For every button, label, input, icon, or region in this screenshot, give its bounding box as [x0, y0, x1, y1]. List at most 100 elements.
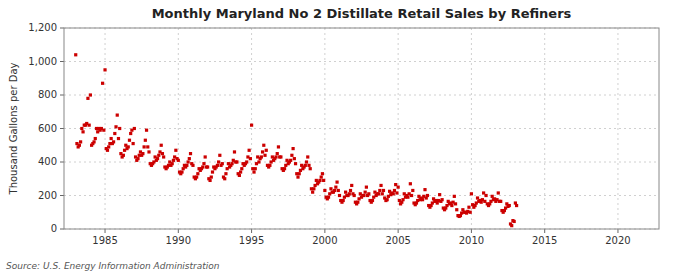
point	[186, 160, 189, 163]
point	[276, 152, 279, 155]
point	[127, 145, 130, 148]
point	[92, 140, 95, 143]
point	[338, 194, 341, 197]
point	[230, 162, 233, 165]
tick-mark	[398, 229, 399, 233]
point	[497, 191, 500, 194]
point	[515, 204, 518, 207]
points	[74, 53, 518, 227]
chart: 02004006008001,0001,20019851990199520002…	[0, 0, 675, 275]
point	[133, 127, 136, 130]
point	[118, 127, 121, 130]
point	[453, 195, 456, 198]
grid-line	[617, 28, 618, 229]
tick-mark	[324, 229, 325, 233]
point	[235, 160, 238, 163]
grid-line	[544, 28, 545, 229]
point	[298, 172, 301, 175]
grid-line	[64, 128, 659, 129]
point	[322, 179, 325, 182]
point	[101, 82, 104, 85]
tick-mark	[60, 95, 64, 96]
point	[80, 127, 83, 130]
tick-label: 200	[38, 190, 57, 201]
tick-label: 2005	[385, 235, 410, 246]
point	[257, 160, 260, 163]
grid	[64, 28, 659, 229]
plot-area	[64, 28, 659, 229]
point	[94, 137, 97, 140]
tick-mark	[60, 229, 64, 230]
point	[245, 160, 248, 163]
point	[277, 145, 280, 148]
point	[132, 142, 135, 145]
point	[89, 93, 92, 96]
tick-mark	[544, 229, 545, 233]
point	[195, 175, 198, 178]
point	[274, 155, 277, 158]
grid-line	[251, 28, 252, 229]
tick-mark	[60, 195, 64, 196]
point	[238, 174, 241, 177]
grid-line	[64, 95, 659, 96]
tick-mark	[105, 229, 106, 233]
point	[211, 170, 214, 173]
point	[191, 164, 194, 167]
point	[201, 165, 204, 168]
point	[513, 220, 516, 223]
point	[117, 137, 120, 140]
tick-label: 2020	[605, 235, 630, 246]
point	[122, 154, 125, 157]
point	[146, 145, 149, 148]
point	[455, 208, 458, 211]
point	[320, 175, 323, 178]
point	[143, 145, 146, 148]
point	[145, 129, 148, 132]
point	[410, 194, 413, 197]
title: Monthly Maryland No 2 Distillate Retail …	[152, 6, 572, 21]
tick-label: 2010	[459, 235, 484, 246]
tick-mark	[471, 229, 472, 233]
point	[136, 157, 139, 160]
tick-label: 0	[51, 223, 57, 234]
point	[344, 191, 347, 194]
tick-mark	[60, 28, 64, 29]
point	[421, 198, 424, 201]
point	[342, 199, 345, 202]
axis-label: Thousand Gallons per Day	[8, 62, 19, 195]
point	[180, 170, 183, 173]
grid-line	[398, 28, 399, 229]
point	[147, 150, 150, 153]
point	[362, 194, 365, 197]
point	[217, 160, 220, 163]
point	[311, 191, 314, 194]
grid-line	[178, 28, 179, 229]
point	[426, 194, 429, 197]
point	[312, 187, 315, 190]
point	[294, 162, 297, 165]
tick-label: 2000	[312, 235, 337, 246]
point	[469, 211, 472, 214]
point	[321, 172, 324, 175]
point	[309, 167, 312, 170]
point	[484, 194, 487, 197]
tick-label: 400	[38, 156, 57, 167]
point	[223, 177, 226, 180]
point	[240, 167, 243, 170]
point	[306, 155, 309, 158]
point	[157, 154, 160, 157]
point	[350, 184, 353, 187]
point	[356, 201, 359, 204]
tick-mark	[60, 162, 64, 163]
point	[335, 181, 338, 184]
point	[349, 189, 352, 192]
point	[79, 140, 82, 143]
tick-label: 1985	[92, 235, 117, 246]
point	[156, 157, 159, 160]
point	[161, 152, 164, 155]
point	[128, 139, 131, 142]
plot-frame	[64, 28, 659, 229]
tick-label: 1,000	[28, 56, 57, 67]
point	[177, 159, 180, 162]
point	[189, 152, 192, 155]
